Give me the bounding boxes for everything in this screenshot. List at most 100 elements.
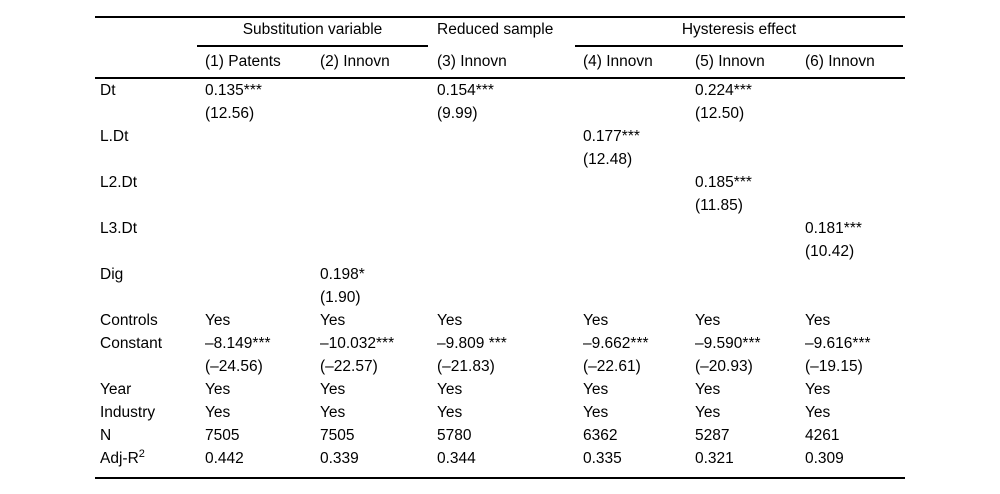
table-cell xyxy=(690,217,800,263)
table-row: Dt 0.135*** (12.56) 0.154*** (9.99) 0.224*** (… xyxy=(95,78,905,125)
table-cell: –8.149*** (–24.56) xyxy=(200,332,315,378)
table-cell: Yes xyxy=(315,309,432,332)
column-header-5: (5) Innovn xyxy=(690,47,800,79)
cell-coefficient: 0.181*** xyxy=(805,220,862,237)
row-label-cell: N xyxy=(95,424,200,447)
cell-coefficient: 0.135*** xyxy=(205,82,262,99)
cell-coefficient: 0.185*** xyxy=(695,174,752,191)
cell-coefficient: Yes xyxy=(320,381,346,398)
cell-coefficient: Yes xyxy=(695,312,721,329)
table-cell: 5780 xyxy=(432,424,578,447)
cell-coefficient: 0.224*** xyxy=(695,82,752,99)
column-header-4: (4) Innovn xyxy=(578,47,690,79)
table-cell xyxy=(200,217,315,263)
table-cell: Yes xyxy=(315,378,432,401)
cell-coefficient: –8.149*** xyxy=(205,335,271,352)
regression-results-table: Substitution variable Reduced sample Hys… xyxy=(95,16,905,479)
cell-coefficient: Yes xyxy=(695,381,721,398)
cell-coefficient: Yes xyxy=(320,404,346,421)
table-cell: 0.185*** (11.85) xyxy=(690,171,800,217)
cell-coefficient: –9.809 *** xyxy=(437,335,507,352)
table-cell: Yes xyxy=(315,401,432,424)
cell-coefficient: 0.154*** xyxy=(437,82,494,99)
group-cell-substitution: Substitution variable xyxy=(197,17,432,47)
table-cell xyxy=(200,171,315,217)
row-label: Constant xyxy=(100,335,163,352)
cell-tstat: (–19.15) xyxy=(805,358,863,375)
table-cell: 0.344 xyxy=(432,447,578,478)
table-cell xyxy=(200,125,315,171)
cell-coefficient: 6362 xyxy=(583,427,618,444)
table-cell: 0.154*** (9.99) xyxy=(432,78,578,125)
table-cell xyxy=(800,263,905,309)
cell-tstat: (1.90) xyxy=(320,289,361,306)
column-header-2: (2) Innovn xyxy=(315,47,432,79)
table-row: Adj-R2 0.442 0.339 0.344 0.335 0.321 0.309 xyxy=(95,447,905,478)
table-cell: Yes xyxy=(432,401,578,424)
table-cell: –10.032*** (–22.57) xyxy=(315,332,432,378)
table-body: Dt 0.135*** (12.56) 0.154*** (9.99) 0.224*** (… xyxy=(95,78,905,478)
group-header-substitution-variable: Substitution variable xyxy=(197,18,428,47)
cell-tstat: (12.50) xyxy=(695,105,745,122)
table-cell: 0.442 xyxy=(200,447,315,478)
cell-coefficient: 0.177*** xyxy=(583,128,640,145)
table-cell: –9.616*** (–19.15) xyxy=(800,332,905,378)
cell-coefficient: Yes xyxy=(805,312,831,329)
table-cell xyxy=(315,217,432,263)
cell-coefficient: Yes xyxy=(205,404,231,421)
table-cell: 5287 xyxy=(690,424,800,447)
table-cell: Yes xyxy=(690,378,800,401)
row-label-cell: Dig xyxy=(95,263,200,309)
table-cell: Yes xyxy=(200,401,315,424)
table-cell xyxy=(800,171,905,217)
row-label-cell: L3.Dt xyxy=(95,217,200,263)
group-header-row: Substitution variable Reduced sample Hys… xyxy=(95,17,905,47)
corner-cell xyxy=(95,17,200,47)
row-label: L3.Dt xyxy=(100,220,138,237)
table-cell: Yes xyxy=(200,378,315,401)
cell-tstat: (12.48) xyxy=(583,151,633,168)
table-cell xyxy=(578,217,690,263)
cell-tstat: (–20.93) xyxy=(695,358,753,375)
row-label: Dig xyxy=(100,266,124,283)
cell-coefficient: –10.032*** xyxy=(320,335,395,352)
table-cell: 7505 xyxy=(200,424,315,447)
table-cell: 7505 xyxy=(315,424,432,447)
row-label: Industry xyxy=(100,404,156,421)
cell-coefficient: 7505 xyxy=(205,427,240,444)
cell-coefficient: Yes xyxy=(437,312,463,329)
table-cell: 0.339 xyxy=(315,447,432,478)
group-header-hysteresis-effect: Hysteresis effect xyxy=(575,18,903,47)
table-row: Industry Yes Yes Yes Yes Yes Yes xyxy=(95,401,905,424)
table-row: Constant –8.149*** (–24.56) –10.032*** (–22.… xyxy=(95,332,905,378)
table-cell: 0.335 xyxy=(578,447,690,478)
cell-coefficient: 0.344 xyxy=(437,450,476,467)
cell-coefficient: 5287 xyxy=(695,427,730,444)
table-cell: 6362 xyxy=(578,424,690,447)
cell-tstat: (–21.83) xyxy=(437,358,495,375)
table-row: L2.Dt 0.185*** (11.85) xyxy=(95,171,905,217)
table-row: Controls Yes Yes Yes Yes Yes Yes xyxy=(95,309,905,332)
cell-coefficient: –9.590*** xyxy=(695,335,761,352)
table-cell xyxy=(315,78,432,125)
cell-coefficient: Yes xyxy=(805,381,831,398)
row-label: L.Dt xyxy=(100,128,129,145)
table-cell: Yes xyxy=(690,309,800,332)
cell-coefficient: Yes xyxy=(583,312,609,329)
cell-tstat: (12.56) xyxy=(205,105,255,122)
table-cell: 0.181*** (10.42) xyxy=(800,217,905,263)
cell-coefficient: 4261 xyxy=(805,427,840,444)
table-cell: Yes xyxy=(800,378,905,401)
table-cell xyxy=(432,125,578,171)
row-label: Adj-R xyxy=(100,450,139,467)
table-cell: 0.177*** (12.48) xyxy=(578,125,690,171)
cell-coefficient: 0.198* xyxy=(320,266,365,283)
table-cell: Yes xyxy=(200,309,315,332)
cell-coefficient: 7505 xyxy=(320,427,355,444)
column-header-1: (1) Patents xyxy=(200,47,315,79)
table-row: L.Dt 0.177*** (12.48) xyxy=(95,125,905,171)
cell-coefficient: Yes xyxy=(205,312,231,329)
cell-tstat: (–24.56) xyxy=(205,358,263,375)
row-label-superscript: 2 xyxy=(138,447,145,460)
